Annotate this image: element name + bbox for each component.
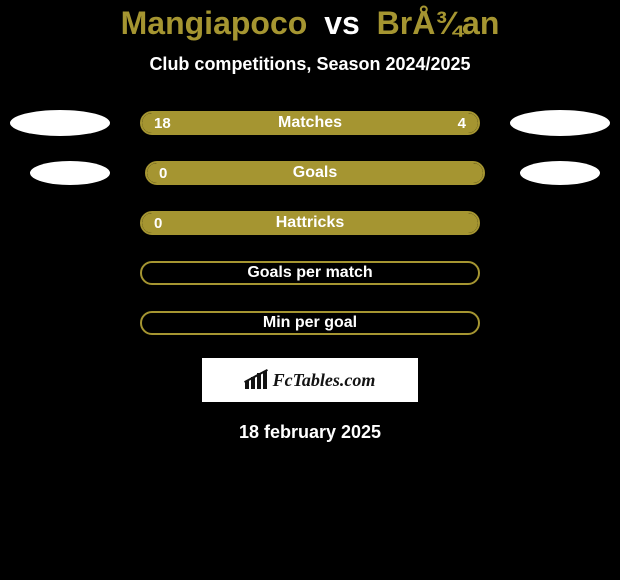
stat-bar: Goals per match xyxy=(140,261,480,285)
bar-wrap: Min per goal xyxy=(110,311,510,335)
decoration-ellipse-left xyxy=(30,161,110,185)
bar-wrap: 18Matches4 xyxy=(110,111,510,135)
stat-row: 0Hattricks xyxy=(0,210,620,236)
bar-wrap: 0Goals xyxy=(110,161,520,185)
stat-bar: 0Goals xyxy=(145,161,485,185)
logo-box: FcTables.com xyxy=(202,358,418,402)
date: 18 february 2025 xyxy=(0,422,620,443)
stat-row: 18Matches4 xyxy=(0,110,620,136)
stat-bar: Min per goal xyxy=(140,311,480,335)
stat-bar: 0Hattricks xyxy=(140,211,480,235)
subtitle: Club competitions, Season 2024/2025 xyxy=(0,54,620,75)
title: Mangiapoco vs BrÅ¾an xyxy=(0,5,620,42)
stat-row: 0Goals xyxy=(0,160,620,186)
vs-label: vs xyxy=(324,5,360,41)
logo: FcTables.com xyxy=(245,370,376,391)
player2-name: BrÅ¾an xyxy=(377,5,500,41)
bar-wrap: Goals per match xyxy=(110,261,510,285)
stat-bar: 18Matches4 xyxy=(140,111,480,135)
stat-row: Goals per match xyxy=(0,260,620,286)
stat-value-p2: 4 xyxy=(458,115,466,132)
stat-row: Min per goal xyxy=(0,310,620,336)
player1-name: Mangiapoco xyxy=(121,5,308,41)
decoration-ellipse-left xyxy=(10,110,110,136)
chart-icon xyxy=(245,371,269,389)
stat-label: Goals per match xyxy=(142,264,478,282)
logo-text: FcTables.com xyxy=(273,370,376,391)
decoration-ellipse-right xyxy=(510,110,610,136)
bar-wrap: 0Hattricks xyxy=(110,211,510,235)
stat-label: Matches xyxy=(142,114,478,132)
decoration-ellipse-right xyxy=(520,161,600,185)
stat-label: Goals xyxy=(147,164,483,182)
stat-label: Hattricks xyxy=(142,214,478,232)
stats-list: 18Matches4 0Goals 0Hattricks Goals per matc… xyxy=(0,110,620,336)
stat-label: Min per goal xyxy=(142,314,478,332)
comparison-card: Mangiapoco vs BrÅ¾an Club competitions, … xyxy=(0,0,620,443)
